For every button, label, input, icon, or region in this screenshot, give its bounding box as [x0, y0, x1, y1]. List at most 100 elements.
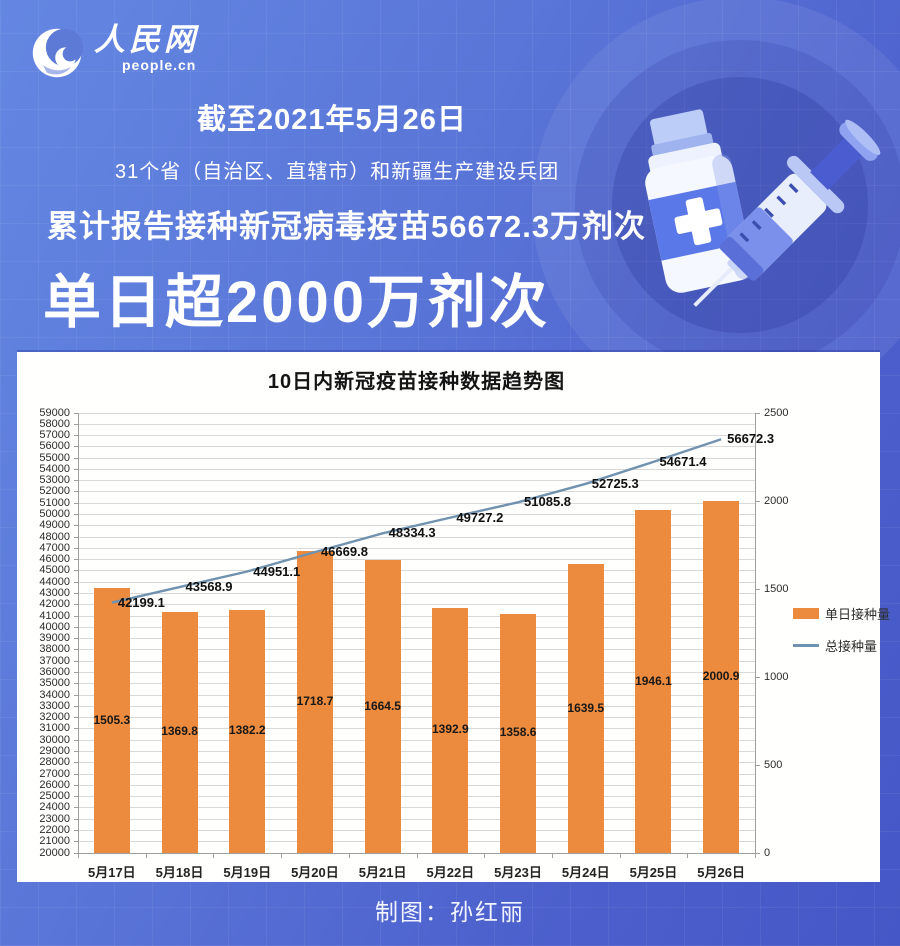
- legend-item-line: 总接种量: [793, 636, 890, 655]
- gridline: [78, 807, 755, 809]
- left-axis-tick: [74, 559, 78, 561]
- left-axis-tick: [74, 717, 78, 719]
- people-cn-logo-icon: [32, 28, 84, 78]
- left-axis-tick: [74, 547, 78, 549]
- left-axis-tick: [74, 660, 78, 662]
- y-axis-left-label: 22000: [39, 823, 70, 836]
- bar-value-label: 1382.2: [228, 723, 266, 738]
- right-axis-tick: [755, 412, 760, 414]
- left-axis-tick: [74, 818, 78, 820]
- left-axis-tick: [74, 739, 78, 741]
- gridline: [78, 604, 755, 606]
- bar: [567, 564, 604, 853]
- left-axis-tick: [74, 615, 78, 617]
- left-axis-tick: [74, 784, 78, 786]
- x-axis-tick: [755, 853, 756, 858]
- syringe-icon: [693, 119, 881, 307]
- x-axis-tick: [281, 853, 283, 858]
- gridline: [78, 818, 755, 820]
- y-axis-left-label: 47000: [39, 541, 70, 554]
- y-axis-left-label: 30000: [39, 733, 70, 746]
- y-axis-left-label: 44000: [39, 575, 70, 588]
- scope-line: 31个省（自治区、直辖市）和新疆生产建设兵团: [115, 161, 560, 183]
- x-axis-label: 5月22日: [426, 865, 475, 880]
- bar-value-label: 2000.9: [702, 668, 740, 683]
- gridline: [78, 694, 755, 696]
- gridline: [78, 491, 755, 493]
- y-axis-right-label: 1500: [764, 582, 789, 595]
- chart-title: 10日内新冠疫苗接种数据趋势图: [267, 371, 566, 393]
- right-axis-tick: [755, 852, 760, 854]
- y-axis-left-label: 39000: [39, 632, 70, 645]
- left-axis-line: [78, 413, 79, 853]
- legend-line-label: 总接种量: [825, 639, 878, 654]
- gridline: [78, 660, 755, 662]
- bar: [161, 611, 198, 853]
- y-axis-left-label: 56000: [39, 440, 70, 453]
- left-axis-tick: [74, 435, 78, 437]
- gridline: [78, 412, 755, 414]
- y-axis-left-label: 20000: [39, 846, 70, 859]
- bar-value-label: 1358.6: [499, 725, 537, 740]
- x-axis-tick: [78, 853, 79, 858]
- bar-value-label: 1369.8: [161, 724, 198, 739]
- y-axis-right-label: 500: [764, 758, 783, 771]
- y-axis-left-label: 43000: [39, 587, 70, 599]
- gridline: [78, 829, 755, 831]
- line-point-label: 44951.1: [253, 563, 301, 579]
- x-axis-label: 5月21日: [358, 865, 407, 880]
- gridline: [78, 626, 755, 628]
- gridline: [78, 683, 755, 685]
- y-axis-left-label: 34000: [39, 688, 70, 701]
- x-axis-label: 5月26日: [697, 865, 745, 880]
- y-axis-left-label: 42000: [39, 598, 70, 611]
- left-axis-tick: [74, 829, 78, 831]
- line-point-label: 43568.9: [185, 579, 233, 595]
- y-axis-left-label: 28000: [39, 756, 70, 769]
- y-axis-left-label: 37000: [39, 654, 70, 667]
- bar-value-label: 1946.1: [635, 673, 672, 688]
- gridline: [78, 671, 755, 673]
- left-axis-tick: [74, 491, 78, 493]
- gridline: [78, 468, 755, 470]
- y-axis-left-label: 21000: [39, 835, 70, 848]
- chart-card: 10日内新冠疫苗接种数据趋势图 20000 21000 22000 23000 2400…: [17, 352, 890, 882]
- gridline: [78, 784, 755, 786]
- y-axis-left-label: 40000: [39, 620, 70, 633]
- x-axis-tick: [416, 853, 418, 858]
- x-axis-tick: [145, 853, 147, 858]
- left-axis-tick: [74, 581, 78, 583]
- y-axis-right-label: 0: [764, 846, 771, 859]
- left-axis-tick: [74, 852, 78, 854]
- left-axis-tick: [74, 762, 78, 764]
- x-axis-label: 5月23日: [494, 865, 542, 880]
- y-axis-right-label: 1000: [764, 670, 789, 683]
- y-axis-right-label: 2500: [764, 406, 789, 419]
- y-axis-left-label: 33000: [39, 699, 70, 712]
- y-axis-left-label: 46000: [39, 553, 70, 566]
- line-point-label: 52725.3: [591, 475, 639, 491]
- legend-bar-label: 单日接种量: [825, 607, 891, 622]
- y-axis-left-label: 59000: [39, 406, 70, 419]
- date-line: 截至2021年5月26日: [197, 104, 467, 136]
- x-axis-label: 5月20日: [291, 865, 339, 880]
- bar-value-label: 1639.5: [567, 700, 605, 715]
- left-axis-tick: [74, 525, 78, 527]
- y-axis-left-label: 27000: [39, 767, 70, 780]
- y-axis-right-label: 2000: [764, 494, 789, 507]
- bar-value-label: 1718.7: [296, 693, 334, 708]
- y-axis-left-label: 35000: [39, 677, 70, 690]
- left-axis-tick: [74, 728, 78, 730]
- logo-title: 人民网: [94, 22, 199, 57]
- legend-line-swatch: [793, 644, 819, 647]
- left-axis-tick: [74, 638, 78, 640]
- legend-item-bars: 单日接种量: [793, 604, 890, 623]
- left-axis-tick: [74, 502, 78, 504]
- x-axis-label: 5月19日: [223, 865, 272, 880]
- y-axis-left-label: 51000: [39, 496, 70, 509]
- bar: [500, 613, 537, 853]
- logo-domain: people.cn: [122, 57, 197, 73]
- right-axis-tick: [755, 588, 760, 590]
- left-axis-tick: [74, 536, 78, 538]
- bar: [364, 560, 401, 853]
